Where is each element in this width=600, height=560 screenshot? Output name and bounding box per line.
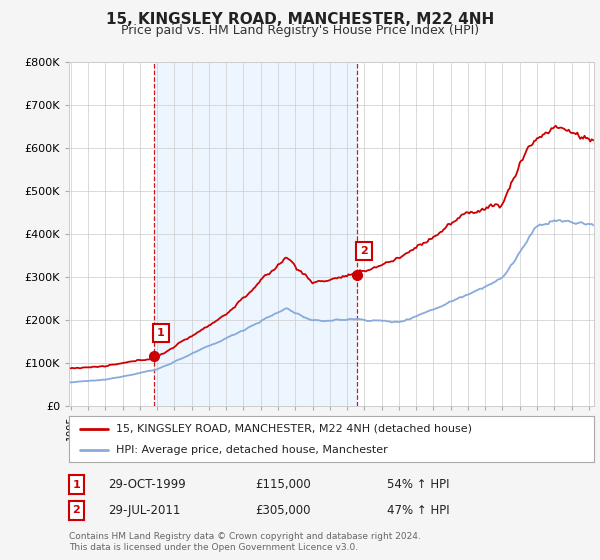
Text: 29-JUL-2011: 29-JUL-2011 (108, 504, 181, 517)
Text: Contains HM Land Registry data © Crown copyright and database right 2024.
This d: Contains HM Land Registry data © Crown c… (69, 532, 421, 552)
Text: Price paid vs. HM Land Registry's House Price Index (HPI): Price paid vs. HM Land Registry's House … (121, 24, 479, 36)
Text: 1: 1 (157, 328, 165, 338)
Text: 15, KINGSLEY ROAD, MANCHESTER, M22 4NH (detached house): 15, KINGSLEY ROAD, MANCHESTER, M22 4NH (… (116, 424, 472, 434)
Text: 2: 2 (73, 506, 80, 515)
Text: 15, KINGSLEY ROAD, MANCHESTER, M22 4NH: 15, KINGSLEY ROAD, MANCHESTER, M22 4NH (106, 12, 494, 27)
Text: HPI: Average price, detached house, Manchester: HPI: Average price, detached house, Manc… (116, 445, 388, 455)
Bar (154, 62, 357, 406)
Text: 2: 2 (360, 246, 368, 256)
Text: 1: 1 (73, 480, 80, 489)
Text: £115,000: £115,000 (255, 478, 311, 491)
Text: 47% ↑ HPI: 47% ↑ HPI (387, 504, 449, 517)
Text: 29-OCT-1999: 29-OCT-1999 (108, 478, 186, 491)
Text: £305,000: £305,000 (255, 504, 311, 517)
Text: 54% ↑ HPI: 54% ↑ HPI (387, 478, 449, 491)
